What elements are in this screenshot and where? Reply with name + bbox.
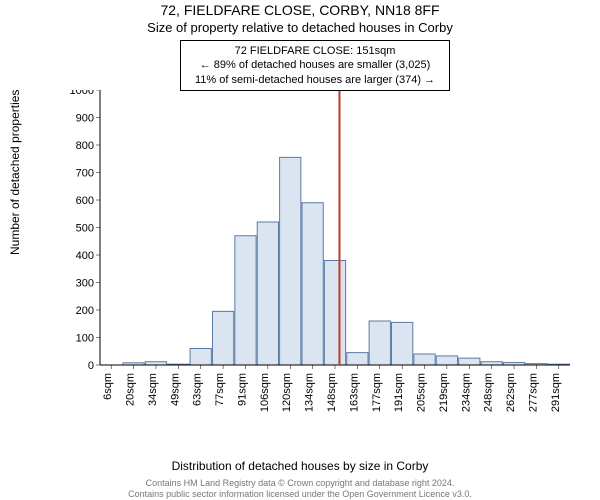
histogram-chart: 0 100 200 300 400 500 600 700 800 900 1000 6sqm 20sq…: [65, 90, 575, 420]
annotation-line-2: ← 89% of detached houses are smaller (3,…: [185, 58, 445, 72]
svg-text:800: 800: [76, 140, 94, 152]
histogram-bar: [235, 236, 256, 365]
svg-text:200: 200: [76, 305, 94, 317]
annotation-line-1: 72 FIELDFARE CLOSE: 151sqm: [185, 44, 445, 58]
svg-text:134sqm: 134sqm: [304, 373, 316, 412]
histogram-bar: [324, 261, 345, 366]
svg-text:20sqm: 20sqm: [125, 373, 137, 406]
svg-text:106sqm: 106sqm: [259, 373, 271, 412]
x-axis-label: Distribution of detached houses by size …: [0, 459, 600, 473]
svg-text:100: 100: [76, 333, 94, 345]
histogram-bar: [212, 311, 233, 365]
svg-text:6sqm: 6sqm: [102, 373, 114, 400]
svg-text:219sqm: 219sqm: [438, 373, 450, 412]
svg-text:0: 0: [88, 360, 94, 372]
y-axis-label: Number of detached properties: [8, 90, 22, 255]
histogram-bar: [302, 203, 323, 365]
svg-text:248sqm: 248sqm: [483, 373, 495, 412]
chart-container: 72, FIELDFARE CLOSE, CORBY, NN18 8FF Siz…: [0, 0, 600, 500]
svg-text:148sqm: 148sqm: [326, 373, 338, 412]
annotation-line-3: 11% of semi-detached houses are larger (…: [185, 73, 445, 87]
svg-text:900: 900: [76, 113, 94, 125]
svg-text:291sqm: 291sqm: [550, 373, 562, 412]
histogram-bar: [414, 354, 435, 365]
svg-text:500: 500: [76, 223, 94, 235]
svg-text:91sqm: 91sqm: [236, 373, 248, 406]
histogram-bar: [190, 349, 211, 366]
svg-text:63sqm: 63sqm: [192, 373, 204, 406]
svg-text:1000: 1000: [70, 90, 94, 97]
svg-text:262sqm: 262sqm: [505, 373, 517, 412]
svg-text:234sqm: 234sqm: [460, 373, 472, 412]
svg-text:191sqm: 191sqm: [393, 373, 405, 412]
histogram-bar: [347, 353, 368, 365]
svg-text:77sqm: 77sqm: [214, 373, 226, 406]
svg-text:49sqm: 49sqm: [169, 373, 181, 406]
title-main: 72, FIELDFARE CLOSE, CORBY, NN18 8FF: [0, 2, 600, 18]
svg-text:300: 300: [76, 278, 94, 290]
svg-text:205sqm: 205sqm: [416, 373, 428, 412]
svg-text:600: 600: [76, 195, 94, 207]
svg-text:277sqm: 277sqm: [527, 373, 539, 412]
histogram-bar: [392, 322, 413, 365]
histogram-bar: [257, 222, 278, 365]
histogram-bar: [459, 358, 480, 365]
footer-line-2: Contains public sector information licen…: [0, 489, 600, 499]
svg-text:34sqm: 34sqm: [147, 373, 159, 406]
svg-text:120sqm: 120sqm: [281, 373, 293, 412]
histogram-bar: [280, 157, 301, 365]
footer-line-1: Contains HM Land Registry data © Crown c…: [0, 478, 600, 488]
histogram-bar: [369, 321, 390, 365]
svg-text:177sqm: 177sqm: [371, 373, 383, 412]
svg-text:700: 700: [76, 168, 94, 180]
title-sub: Size of property relative to detached ho…: [0, 20, 600, 35]
histogram-bar: [436, 356, 457, 365]
annotation-box: 72 FIELDFARE CLOSE: 151sqm ← 89% of deta…: [180, 40, 450, 91]
svg-text:400: 400: [76, 250, 94, 262]
svg-text:163sqm: 163sqm: [348, 373, 360, 412]
